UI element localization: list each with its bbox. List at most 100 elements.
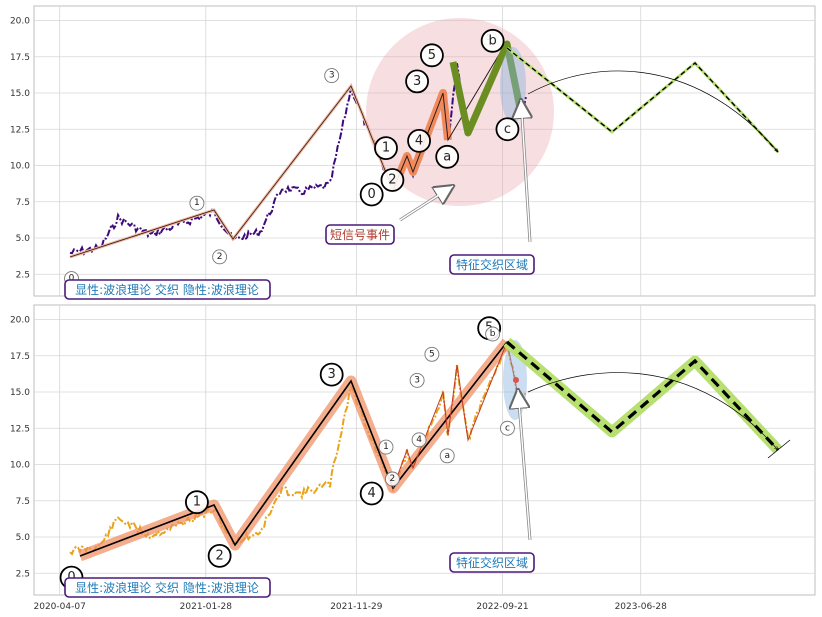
wave-label-1: 1 bbox=[189, 195, 205, 211]
short-signal-event-box: 短信号事件 bbox=[325, 224, 395, 245]
y-tick-label: 2.5 bbox=[16, 270, 30, 280]
wave-label-text: 2 bbox=[388, 173, 396, 188]
wave-label-text: 0 bbox=[69, 274, 75, 284]
wave-label-4: 4 bbox=[407, 128, 431, 153]
bottom-projection-line bbox=[505, 340, 780, 452]
x-tick-label: 2023-06-28 bbox=[615, 602, 668, 612]
wave-label-text: 1 bbox=[382, 141, 390, 156]
bottom-panel: 2.5 5.0 7.5 10.0 12.5 15.0 17.5 20.0 2020-04-07… bbox=[10, 304, 816, 612]
x-tick-label: 2021-01-28 bbox=[180, 602, 233, 612]
wave-label-text: a bbox=[444, 451, 450, 461]
bottom-x-tick-labels: 2020-04-07 2021-01-28 2021-11-29 2022-09-21… bbox=[34, 602, 668, 612]
y-tick-label: 20.0 bbox=[10, 316, 30, 326]
wave-label-text: 3 bbox=[414, 375, 420, 385]
wave-label-text: 3 bbox=[328, 367, 336, 382]
wave-label-5: 5 bbox=[424, 346, 440, 362]
wave-label-1: 1 bbox=[185, 490, 209, 515]
y-tick-label: 5.0 bbox=[16, 234, 31, 244]
top-price-line bbox=[69, 40, 527, 256]
wave-label-2: 2 bbox=[384, 471, 400, 487]
y-tick-label: 7.5 bbox=[16, 497, 30, 507]
x-tick-label: 2021-11-29 bbox=[330, 602, 383, 612]
y-tick-label: 12.5 bbox=[10, 424, 30, 434]
top-region-label: 特征交织区域 bbox=[456, 257, 528, 272]
wave-label-2: 2 bbox=[207, 543, 232, 568]
bottom-focus-dot bbox=[513, 377, 519, 383]
wave-label-5: 5 bbox=[420, 43, 444, 68]
wave-label-text: 2 bbox=[390, 474, 396, 484]
y-tick-label: 17.5 bbox=[10, 352, 30, 362]
top-event-arrow-inner bbox=[399, 185, 454, 221]
wave-label-text: b bbox=[488, 33, 496, 48]
y-tick-label: 10.0 bbox=[10, 162, 30, 172]
wave-label-c: c bbox=[495, 117, 520, 142]
wave-label-3: 3 bbox=[405, 69, 429, 94]
wave-label-text: 1 bbox=[194, 198, 200, 208]
y-tick-label: 12.5 bbox=[10, 125, 30, 135]
top-abc-band bbox=[449, 40, 526, 137]
wave-label-text: c bbox=[505, 423, 510, 433]
wave-label-1: 1 bbox=[378, 439, 394, 455]
bottom-arc-arrow bbox=[527, 372, 778, 450]
top-panel: 2.5 5.0 7.5 10.0 12.5 15.0 17.5 20.0 0 1 2 3 0 1 2 3 4 5… bbox=[10, 5, 816, 300]
wave-label-text: a bbox=[443, 149, 451, 164]
bottom-theory-box: 显性:波浪理论 交织 隐性:波浪理论 bbox=[64, 577, 271, 598]
y-tick-label: 7.5 bbox=[16, 198, 30, 208]
top-arc-arrow bbox=[527, 70, 778, 152]
top-theory-label: 显性:波浪理论 交织 隐性:波浪理论 bbox=[75, 282, 259, 297]
wave-label-text: 3 bbox=[329, 71, 335, 81]
wave-label-text: 2 bbox=[215, 548, 223, 563]
wave-label-text: 1 bbox=[193, 495, 201, 510]
top-projection-line bbox=[506, 47, 779, 153]
y-tick-label: 20.0 bbox=[10, 17, 30, 27]
y-tick-label: 15.0 bbox=[10, 89, 30, 99]
wave-label-c: c bbox=[499, 420, 515, 436]
top-wave-labels: 0123012345a5bc bbox=[64, 28, 520, 287]
y-tick-label: 17.5 bbox=[10, 53, 30, 63]
bottom-arc-tick bbox=[767, 439, 791, 459]
wave-label-text: 5 bbox=[428, 48, 436, 63]
wave-label-text: 5 bbox=[429, 349, 435, 359]
wave-label-a: a bbox=[435, 144, 460, 169]
wave-label-3: 3 bbox=[319, 362, 344, 387]
wave-label-1: 1 bbox=[374, 136, 398, 161]
bottom-region-box: 特征交织区域 bbox=[449, 552, 535, 573]
wave-label-text: 4 bbox=[368, 486, 376, 501]
top-region-arrow-inner bbox=[520, 99, 531, 243]
top-y-tick-labels: 2.5 5.0 7.5 10.0 12.5 15.0 17.5 20.0 bbox=[10, 17, 30, 281]
wave-label-text: c bbox=[504, 122, 511, 137]
bottom-subwave-line bbox=[392, 340, 521, 489]
y-tick-label: 5.0 bbox=[16, 533, 31, 543]
wave-label-text: 1 bbox=[383, 442, 389, 452]
bottom-region-label: 特征交织区域 bbox=[456, 555, 528, 570]
top-theory-box: 显性:波浪理论 交织 隐性:波浪理论 bbox=[64, 279, 271, 300]
wave-label-text: 3 bbox=[413, 74, 421, 89]
wave-label-3: 3 bbox=[409, 372, 425, 388]
wave-label-4: 4 bbox=[359, 481, 384, 506]
short-signal-event-label: 短信号事件 bbox=[330, 228, 390, 242]
wave-label-text: 4 bbox=[416, 435, 422, 445]
wave-label-text: 0 bbox=[368, 187, 376, 202]
top-region-box: 特征交织区域 bbox=[449, 254, 535, 275]
wave-label-a: a bbox=[439, 448, 455, 464]
wave-label-b: b bbox=[480, 28, 505, 53]
wave-label-b: b bbox=[485, 326, 501, 342]
wave-label-2: 2 bbox=[380, 168, 405, 192]
x-tick-label: 2020-04-07 bbox=[34, 602, 86, 612]
y-tick-label: 10.0 bbox=[10, 461, 30, 471]
top-subwave-line bbox=[392, 47, 504, 191]
wave-label-text: b bbox=[490, 329, 496, 339]
bottom-y-tick-labels: 2.5 5.0 7.5 10.0 12.5 15.0 17.5 20.0 bbox=[10, 316, 30, 580]
y-tick-label: 2.5 bbox=[16, 569, 30, 579]
top-wave-line bbox=[69, 85, 394, 258]
wave-label-4: 4 bbox=[411, 432, 427, 448]
y-tick-label: 15.0 bbox=[10, 388, 30, 398]
wave-label-2: 2 bbox=[212, 249, 228, 265]
x-tick-label: 2022-09-21 bbox=[476, 602, 528, 612]
wave-label-3: 3 bbox=[324, 68, 340, 84]
wave-label-text: 2 bbox=[217, 252, 223, 262]
wave-label-text: 4 bbox=[415, 133, 423, 148]
bottom-region-arrow-inner bbox=[517, 389, 531, 541]
top-gridlines bbox=[34, 6, 815, 296]
